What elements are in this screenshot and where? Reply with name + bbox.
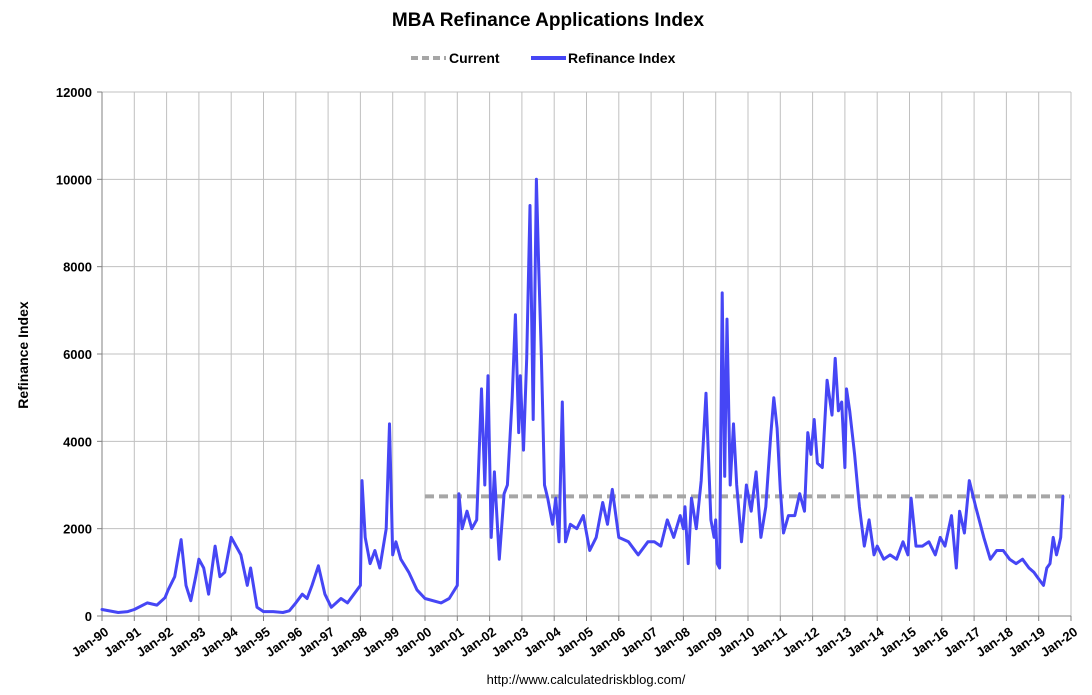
- y-tick-label: 10000: [56, 172, 92, 187]
- x-tick-label: Jan-20: [1038, 624, 1080, 660]
- y-tick-label: 8000: [63, 260, 92, 275]
- y-tick-label: 12000: [56, 85, 92, 100]
- legend-label-current: Current: [449, 50, 500, 66]
- legend-label-refinance: Refinance Index: [568, 50, 676, 66]
- y-tick-label: 0: [85, 609, 92, 624]
- source-url: http://www.calculatedriskblog.com/: [487, 672, 686, 687]
- refinance-index-line: [100, 177, 1065, 614]
- y-tick-label: 6000: [63, 347, 92, 362]
- axes: [97, 91, 1072, 621]
- y-tick-label: 2000: [63, 522, 92, 537]
- x-tick-label: Jan-10: [715, 624, 757, 660]
- y-tick-labels: 0 2000 4000 6000 8000 10000 12000: [56, 85, 92, 624]
- series: [100, 177, 1070, 614]
- y-axis-label: Refinance Index: [15, 301, 31, 409]
- legend: Current Refinance Index: [411, 50, 676, 66]
- chart-title: MBA Refinance Applications Index: [392, 10, 705, 31]
- y-tick-label: 4000: [63, 434, 92, 449]
- x-tick-labels: Jan-90Jan-91Jan-92Jan-93Jan-94Jan-95Jan-…: [69, 624, 1080, 660]
